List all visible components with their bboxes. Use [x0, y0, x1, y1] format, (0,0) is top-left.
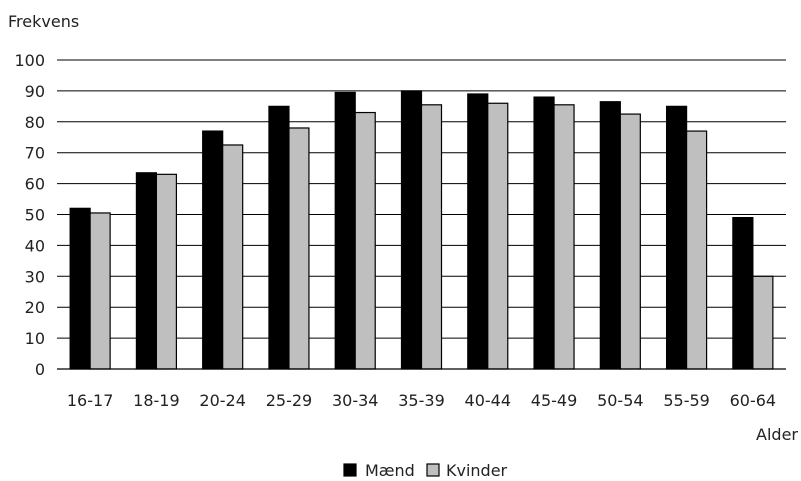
bar-maend — [533, 96, 555, 370]
x-tick-labels: 16-17 18-19 20-24 25-29 30-34 35-39 40-44 45-49… — [67, 391, 776, 410]
bar-maend — [69, 207, 91, 370]
bar-kvinder — [354, 111, 376, 370]
bar-kvinder — [752, 275, 774, 370]
x-tick-label: 55-59 — [663, 391, 710, 410]
legend: Mænd Kvinder — [343, 461, 508, 480]
x-tick-label: 20-24 — [199, 391, 246, 410]
bar-maend — [268, 105, 290, 370]
y-tick-label: 0 — [35, 360, 45, 379]
x-tick-label: 35-39 — [398, 391, 445, 410]
x-tick-label: 30-34 — [332, 391, 379, 410]
x-tick-label: 16-17 — [67, 391, 114, 410]
bar-maend — [202, 130, 224, 370]
legend-swatch — [426, 463, 440, 477]
bar-kvinder — [222, 144, 244, 370]
x-axis-label: Alder — [756, 425, 798, 444]
bar-maend — [467, 93, 489, 370]
y-tick-label: 60 — [25, 175, 45, 194]
x-tick-label: 40-44 — [465, 391, 512, 410]
x-tick-label: 60-64 — [730, 391, 777, 410]
bar-maend — [400, 90, 423, 370]
bar-maend — [334, 91, 356, 370]
y-tick-label: 50 — [25, 206, 45, 225]
y-tick-label: 70 — [25, 144, 45, 163]
y-tick-label: 80 — [25, 113, 45, 132]
bar-kvinder — [420, 104, 443, 370]
legend-label: Kvinder — [446, 461, 508, 480]
y-tick-label: 30 — [25, 267, 45, 286]
bar-kvinder — [89, 212, 111, 370]
y-axis-label: Frekvens — [8, 12, 79, 31]
y-tick-labels: 0 10 20 30 40 50 60 70 80 90 100 — [14, 51, 45, 379]
x-tick-label: 45-49 — [531, 391, 578, 410]
x-tick-label: 50-54 — [597, 391, 644, 410]
bar-maend — [599, 101, 621, 370]
bar-maend — [135, 172, 158, 370]
bar-kvinder — [553, 104, 575, 370]
bar-kvinder — [155, 173, 178, 370]
x-tick-label: 25-29 — [266, 391, 313, 410]
y-tick-label: 10 — [25, 329, 45, 348]
y-tick-label: 40 — [25, 236, 45, 255]
bar-maend — [732, 216, 754, 370]
y-tick-label: 100 — [14, 51, 45, 70]
x-tick-label: 18-19 — [133, 391, 180, 410]
bar-maend — [665, 105, 688, 370]
legend-swatch — [343, 463, 357, 477]
y-tick-label: 20 — [25, 298, 45, 317]
bar-kvinder — [487, 102, 509, 370]
bar-kvinder — [685, 130, 708, 370]
bar-kvinder — [288, 127, 310, 370]
legend-label: Mænd — [365, 461, 415, 480]
bars — [69, 90, 774, 370]
y-tick-label: 90 — [25, 82, 45, 101]
bar-kvinder — [619, 113, 641, 370]
